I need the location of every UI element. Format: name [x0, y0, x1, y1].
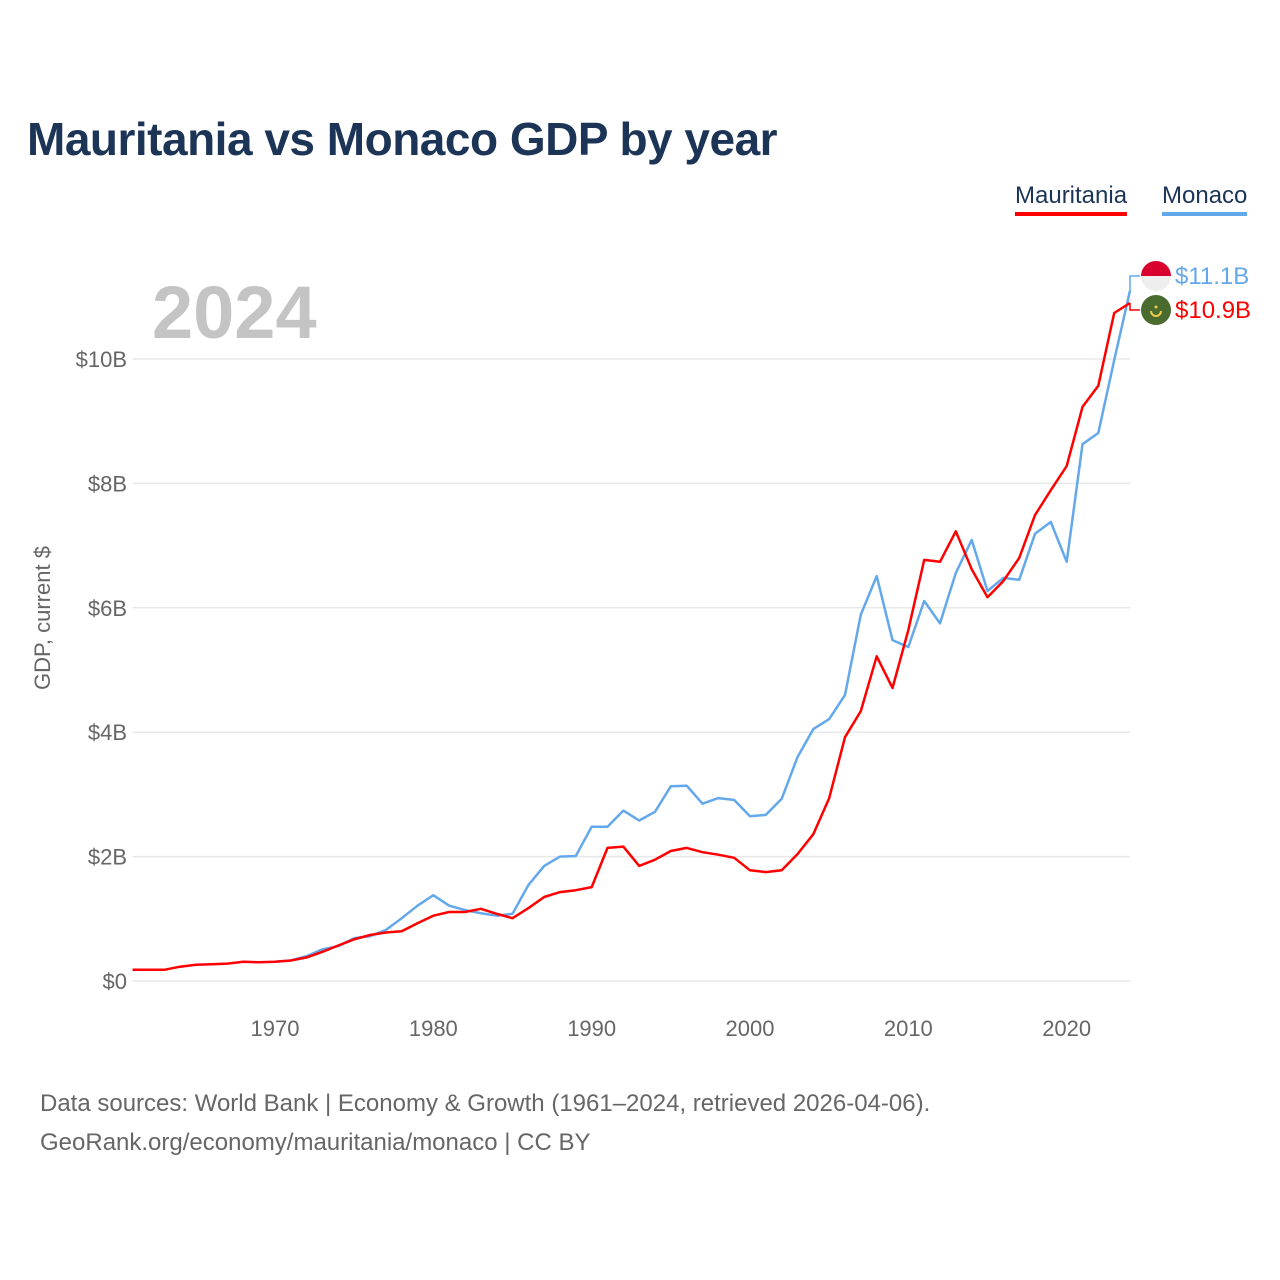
legend-item-mauritania[interactable]: Mauritania	[1015, 182, 1128, 216]
y-tick-label: $6B	[88, 596, 127, 621]
x-tick-label: 2000	[726, 1016, 775, 1041]
x-tick-label: 1980	[409, 1016, 458, 1041]
end-label-connector	[1129, 303, 1140, 311]
x-tick-label: 1990	[567, 1016, 616, 1041]
y-tick-label: $0	[103, 969, 127, 994]
crescent	[1150, 310, 1162, 317]
mauritania-flag-icon	[1141, 295, 1171, 325]
source-line-1: Data sources: World Bank | Economy & Gro…	[40, 1090, 931, 1117]
source-line-2[interactable]: GeoRank.org/economy/mauritania/monaco | …	[40, 1129, 591, 1156]
chart-title: Mauritania vs Monaco GDP by year	[27, 113, 778, 165]
end-value-label-monaco: $11.1B	[1175, 263, 1249, 290]
x-tick-label: 2020	[1042, 1016, 1091, 1041]
y-axis-label: GDP, current $	[30, 546, 55, 690]
end-label-connector	[1129, 275, 1140, 291]
end-value-label-mauritania: $10.9B	[1175, 297, 1251, 324]
flag-circle	[1141, 295, 1171, 325]
x-tick-label: 1970	[251, 1016, 300, 1041]
y-tick-label: $8B	[88, 471, 127, 496]
star	[1154, 305, 1158, 309]
y-tick-label: $4B	[88, 720, 127, 745]
series-line-mauritania	[132, 301, 1131, 972]
current-year-label: 2024	[152, 271, 317, 354]
flag-red-half	[1141, 261, 1171, 276]
monaco-flag-icon	[1141, 261, 1171, 291]
legend-item-monaco[interactable]: Monaco	[1162, 182, 1248, 216]
line-chart: $0 $2B $4B $6B $8B $10B 1970 1980 1990 2000 2010 20…	[30, 261, 1251, 1041]
y-tick-label: $2B	[88, 845, 127, 870]
x-tick-label: 2010	[884, 1016, 933, 1041]
series-line-monaco	[274, 290, 1132, 963]
source-note: Data sources: World Bank | Economy & Gro…	[40, 1084, 930, 1162]
y-tick-label: $10B	[76, 347, 127, 372]
